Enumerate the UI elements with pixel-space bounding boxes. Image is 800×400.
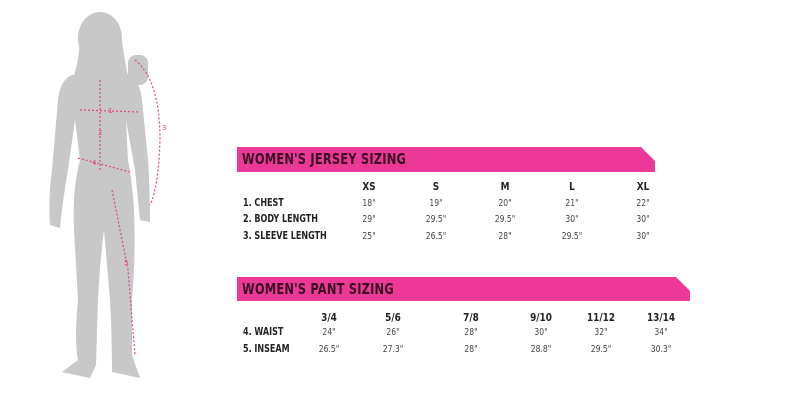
measurement-lines	[77, 59, 161, 356]
row-label: 5. INSEAM	[243, 343, 290, 355]
size-header: L	[569, 180, 575, 193]
marker-4: 4	[92, 159, 97, 167]
cell: 29.5"	[494, 214, 516, 225]
marker-5: 5	[124, 259, 128, 267]
cell: 28"	[464, 327, 478, 338]
cell: 29"	[362, 214, 376, 225]
size-header: M	[500, 180, 510, 193]
size-header: 9/10	[530, 311, 552, 324]
marker-1: 1	[108, 107, 112, 115]
cell: 30.3"	[650, 344, 672, 355]
size-header: 11/12	[586, 311, 616, 324]
cell: 18"	[362, 198, 376, 209]
row-label: 2. BODY LENGTH	[243, 213, 318, 225]
woman-silhouette	[49, 12, 151, 378]
size-header: 5/6	[385, 311, 401, 324]
cell: 29.5"	[561, 231, 583, 242]
row-label: 4. WAIST	[243, 326, 284, 338]
cell: 30"	[534, 327, 548, 338]
cell: 25"	[362, 231, 376, 242]
cell: 29.5"	[425, 214, 447, 225]
pant-sizing-banner: WOMEN'S PANT SIZING	[237, 277, 690, 301]
cell: 34"	[654, 327, 668, 338]
jersey-sizing-banner: WOMEN'S JERSEY SIZING	[237, 147, 655, 172]
size-header: XL	[636, 180, 650, 193]
row-label: 3. SLEEVE LENGTH	[243, 230, 327, 242]
cell: 30"	[636, 231, 650, 242]
cell: 29.5"	[590, 344, 612, 355]
marker-2: 2	[98, 129, 102, 137]
cell: 19"	[429, 198, 443, 209]
pant-title: WOMEN'S PANT SIZING	[242, 280, 394, 298]
size-header: 13/14	[646, 311, 676, 324]
cell: 22"	[636, 198, 650, 209]
cell: 30"	[636, 214, 650, 225]
size-header: XS	[362, 180, 376, 193]
marker-3: 3	[162, 124, 166, 132]
cell: 21"	[565, 198, 579, 209]
cell: 20"	[498, 198, 512, 209]
measurement-figure: 1 2 3 4 5	[49, 12, 166, 378]
jersey-title: WOMEN'S JERSEY SIZING	[242, 150, 407, 168]
size-header: 7/8	[463, 311, 479, 324]
cell: 26.5"	[425, 231, 447, 242]
cell: 27.3"	[382, 344, 404, 355]
cell: 26.5"	[318, 344, 340, 355]
size-header: S	[432, 180, 440, 193]
size-header: 3/4	[321, 311, 337, 324]
cell: 32"	[594, 327, 608, 338]
row-label: 1. CHEST	[243, 197, 284, 209]
cell: 28"	[464, 344, 478, 355]
cell: 28.8"	[530, 344, 552, 355]
cell: 26"	[386, 327, 400, 338]
cell: 28"	[498, 231, 512, 242]
cell: 30"	[565, 214, 579, 225]
cell: 24"	[322, 327, 336, 338]
